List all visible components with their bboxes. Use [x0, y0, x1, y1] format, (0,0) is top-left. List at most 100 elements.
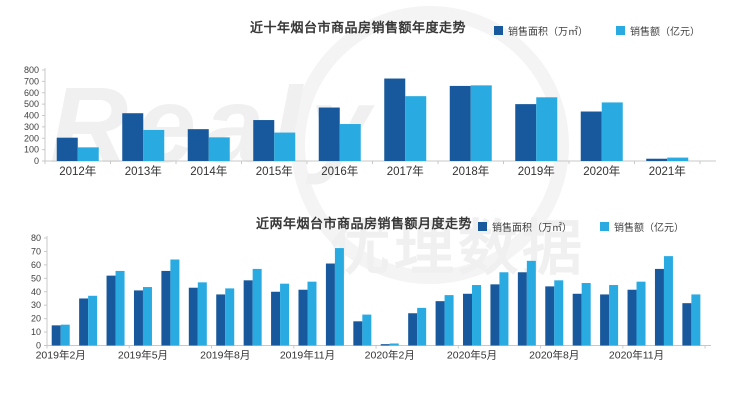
bar-sales-area-2019年9月 [243, 280, 253, 346]
bar-sales-area-2020年6月 [490, 284, 500, 346]
bar-sales-amount-2019年10月 [280, 283, 290, 346]
y-tick-label: 60 [31, 260, 41, 270]
y-tick-label: 30 [31, 300, 41, 310]
legend-swatch-sales-amount [616, 26, 625, 35]
bar-sales-amount-2020年2月 [389, 343, 399, 346]
yearly-chart-title: 近十年烟台市商品房销售额年度走势 [250, 20, 467, 35]
y-tick-label: 0 [36, 341, 41, 351]
x-tick-label: 2015年 [256, 164, 293, 178]
bar-sales-amount-2013年 [143, 129, 165, 161]
monthly-chart-legend: 销售面积（万㎡） 销售额（亿元） [478, 219, 684, 234]
bar-sales-area-2019年10月 [271, 291, 281, 346]
bar-sales-amount-2012年 [77, 147, 99, 161]
bar-sales-amount-2021年1月 [691, 294, 701, 346]
legend-label-sales-area: 销售面积（万㎡） [508, 27, 588, 38]
legend-item-sales-area: 销售面积（万㎡） [478, 219, 572, 234]
bar-sales-area-2017年 [384, 78, 406, 161]
bar-sales-area-2019年11月 [298, 289, 308, 346]
bar-sales-amount-2018年 [470, 85, 492, 161]
bar-sales-amount-2015年 [274, 132, 296, 161]
bar-sales-amount-2020年6月 [499, 272, 509, 346]
chart-1: 0 10 20 30 40 50 60 70 80 2019年2月 2019年5月 2019年8月 20… [31, 233, 712, 362]
x-tick-label: 2019年8月 [200, 349, 250, 362]
watermark-brand: Realy [50, 64, 379, 185]
y-tick-label: 10 [31, 327, 41, 337]
bar-sales-amount-2019年8月 [225, 288, 235, 346]
legend-item-sales-amount: 销售额（亿元） [616, 23, 700, 38]
bar-sales-amount-2017年 [405, 96, 427, 161]
bar-sales-area-2014年 [187, 129, 209, 161]
y-tick-label: 20 [31, 314, 41, 324]
bar-sales-area-2019年 [515, 104, 537, 161]
x-tick-label: 2012年 [59, 164, 96, 178]
y-tick-label: 300 [24, 122, 39, 132]
bar-sales-amount-2019年5月 [142, 287, 152, 346]
bar-sales-area-2016年 [318, 107, 340, 161]
bar-sales-area-2021年1月 [682, 303, 692, 346]
x-tick-label: 2019年2月 [36, 349, 86, 362]
x-tick-label: 2014年 [190, 164, 227, 178]
bar-sales-area-2018年 [449, 85, 471, 161]
bar-sales-amount-2019年2月 [60, 324, 70, 346]
bar-sales-amount-2019年7月 [197, 282, 207, 346]
x-tick-label: 2021年 [649, 164, 686, 178]
bar-sales-area-2020年4月 [435, 301, 445, 346]
x-tick-label: 2017年 [387, 164, 424, 178]
y-tick-label: 80 [31, 233, 41, 243]
y-tick-label: 600 [24, 88, 39, 98]
bar-sales-area-2020年7月 [517, 272, 527, 346]
bar-sales-amount-2021年 [667, 157, 689, 161]
y-tick-label: 500 [24, 99, 39, 109]
bar-sales-amount-2020年12月 [663, 256, 673, 346]
bar-sales-area-2020年12月 [654, 268, 664, 346]
bar-sales-amount-2019年 [536, 97, 558, 161]
bar-sales-area-2019年5月 [133, 290, 143, 346]
legend-swatch-sales-area [494, 26, 503, 35]
x-tick-label: 2020年11月 [609, 349, 664, 362]
y-tick-label: 0 [34, 156, 39, 166]
bar-sales-amount-2019年3月 [88, 295, 98, 346]
bar-sales-area-2019年8月 [216, 294, 226, 346]
bar-sales-amount-2020年1月 [362, 314, 372, 346]
bar-sales-area-2013年 [122, 113, 144, 161]
bar-sales-area-2020年8月 [545, 286, 555, 346]
x-tick-label: 2019年5月 [118, 349, 168, 362]
legend-item-sales-area: 销售面积（万㎡） [494, 23, 588, 38]
bar-sales-area-2020年5月 [463, 293, 473, 346]
bar-sales-amount-2020年8月 [554, 280, 564, 346]
bar-sales-area-2012年 [56, 137, 78, 161]
x-tick-label: 2020年 [583, 164, 620, 178]
bar-sales-area-2019年6月 [161, 270, 171, 346]
legend-label-sales-area: 销售面积（万㎡） [492, 223, 572, 234]
y-tick-label: 200 [24, 133, 39, 143]
bar-sales-area-2020年2月 [380, 344, 390, 346]
bar-sales-area-2021年 [646, 158, 668, 161]
y-tick-label: 400 [24, 111, 39, 121]
bar-sales-area-2020年10月 [600, 294, 610, 346]
bar-sales-area-2019年2月 [51, 325, 61, 346]
yearly-chart-legend: 销售面积（万㎡） 销售额（亿元） [494, 23, 700, 38]
bar-sales-area-2019年7月 [188, 287, 198, 346]
bar-sales-area-2020年11月 [627, 289, 637, 346]
y-tick-label: 800 [24, 65, 39, 75]
x-tick-label: 2019年 [518, 164, 555, 178]
bar-sales-amount-2016年 [339, 124, 361, 161]
x-tick-label: 2020年5月 [447, 349, 497, 362]
watermark-brand-cn: 优理数据 [330, 215, 586, 282]
bar-sales-amount-2020年10月 [609, 285, 619, 346]
legend-label-sales-amount: 销售额（亿元） [630, 27, 700, 38]
bar-sales-amount-2020年4月 [444, 295, 454, 346]
bar-sales-amount-2019年6月 [170, 259, 180, 346]
bar-sales-area-2019年4月 [106, 275, 116, 346]
bar-sales-area-2020年 [580, 111, 602, 161]
legend-swatch-sales-amount [600, 222, 609, 231]
bar-sales-amount-2020年9月 [581, 283, 591, 346]
bar-sales-amount-2019年9月 [252, 268, 262, 346]
x-tick-label: 2013年 [125, 164, 162, 178]
bar-sales-amount-2020年11月 [636, 281, 646, 346]
bar-sales-amount-2019年4月 [115, 270, 125, 346]
